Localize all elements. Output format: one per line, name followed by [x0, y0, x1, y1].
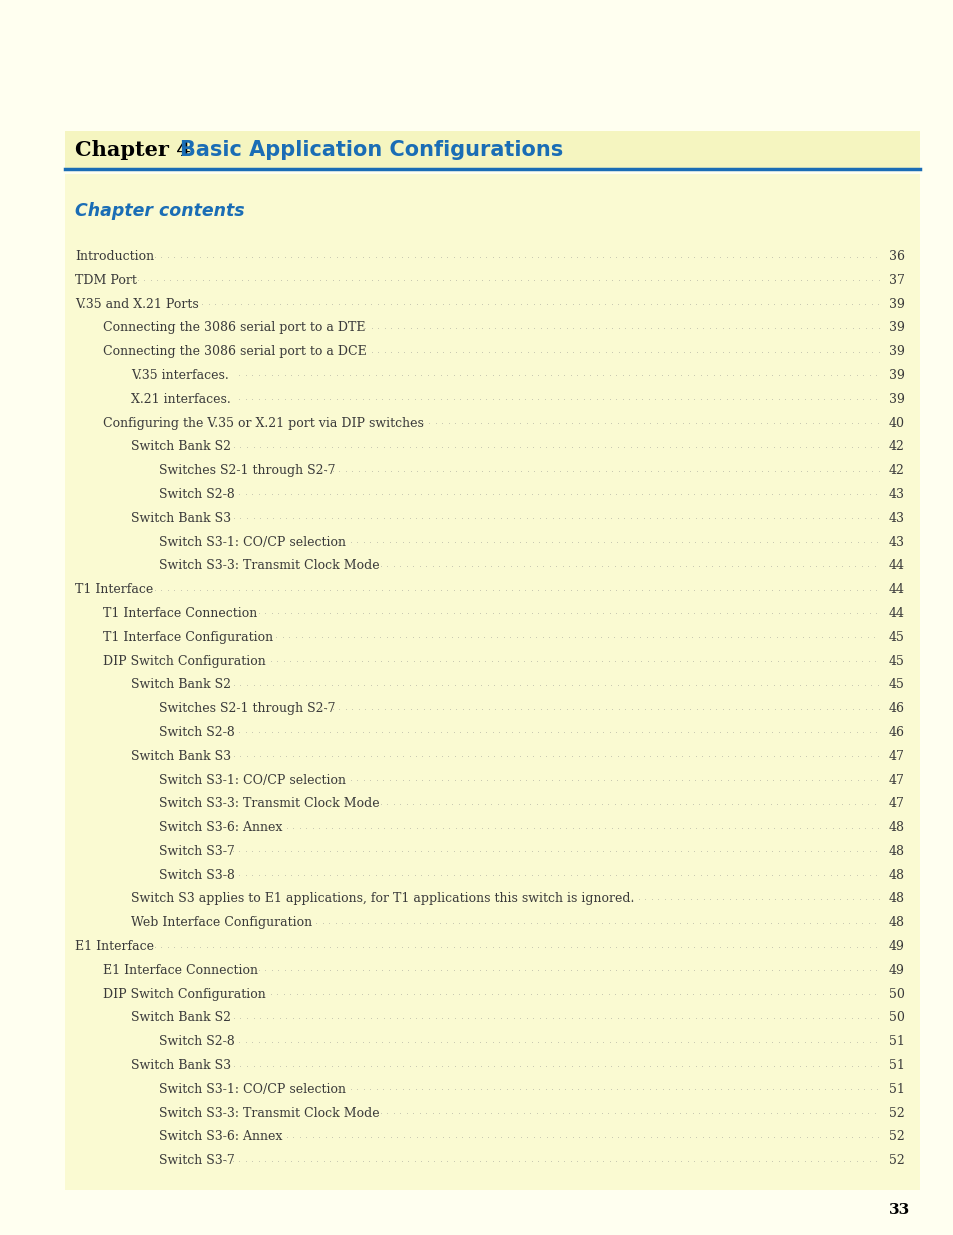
Text: 52: 52	[888, 1155, 904, 1167]
Text: 47: 47	[888, 773, 904, 787]
Text: 49: 49	[888, 963, 904, 977]
Text: 51: 51	[888, 1060, 904, 1072]
Text: TDM Port: TDM Port	[75, 274, 136, 287]
Text: 42: 42	[888, 441, 904, 453]
Bar	[65, 131, 919, 169]
Text: Switch S3-8: Switch S3-8	[159, 868, 234, 882]
Text: Switch S3-3: Transmit Clock Mode: Switch S3-3: Transmit Clock Mode	[159, 1107, 383, 1120]
Text: 43: 43	[888, 511, 904, 525]
Text: 39: 39	[888, 346, 904, 358]
Text: 51: 51	[888, 1035, 904, 1049]
Text: 45: 45	[888, 655, 904, 668]
Text: Switch S3-1: CO/CP selection: Switch S3-1: CO/CP selection	[159, 1083, 350, 1095]
Text: 39: 39	[888, 369, 904, 382]
Text: Switch Bank S3: Switch Bank S3	[131, 1060, 239, 1072]
Text: 48: 48	[888, 821, 904, 834]
Text: 48: 48	[888, 893, 904, 905]
Text: Switch Bank S2: Switch Bank S2	[131, 1011, 239, 1025]
Text: Chapter contents: Chapter contents	[75, 203, 244, 220]
Text: T1 Interface: T1 Interface	[75, 583, 153, 597]
Text: Chapter 4: Chapter 4	[75, 140, 191, 161]
Text: T1 Interface Configuration: T1 Interface Configuration	[103, 631, 281, 643]
Text: Switch Bank S3: Switch Bank S3	[131, 511, 239, 525]
Text: 37: 37	[888, 274, 904, 287]
Text: Connecting the 3086 serial port to a DTE: Connecting the 3086 serial port to a DTE	[103, 321, 369, 335]
Text: E1 Interface Connection: E1 Interface Connection	[103, 963, 266, 977]
Text: 36: 36	[888, 249, 904, 263]
Text: Configuring the V.35 or X.21 port via DIP switches: Configuring the V.35 or X.21 port via DI…	[103, 416, 432, 430]
Text: V.35 and X.21 Ports: V.35 and X.21 Ports	[75, 298, 198, 311]
Text: 43: 43	[888, 536, 904, 548]
Text: 44: 44	[888, 583, 904, 597]
Text: V.35 interfaces.: V.35 interfaces.	[131, 369, 236, 382]
Text: DIP Switch Configuration: DIP Switch Configuration	[103, 988, 274, 1000]
Text: 39: 39	[888, 298, 904, 311]
Text: Switch S3-7: Switch S3-7	[159, 1155, 234, 1167]
Text: 39: 39	[888, 393, 904, 406]
Text: Switch S3-3: Transmit Clock Mode: Switch S3-3: Transmit Clock Mode	[159, 798, 383, 810]
Text: 45: 45	[888, 678, 904, 692]
Text: Switch Bank S2: Switch Bank S2	[131, 678, 239, 692]
Text: Switch S3-1: CO/CP selection: Switch S3-1: CO/CP selection	[159, 773, 350, 787]
Text: Switch S3-6: Annex: Switch S3-6: Annex	[159, 1130, 282, 1144]
Text: Web Interface Configuration: Web Interface Configuration	[131, 916, 320, 929]
Text: 50: 50	[888, 1011, 904, 1025]
Text: Switch S3-6: Annex: Switch S3-6: Annex	[159, 821, 282, 834]
Text: 44: 44	[888, 559, 904, 572]
Text: Connecting the 3086 serial port to a DCE: Connecting the 3086 serial port to a DCE	[103, 346, 371, 358]
Text: 46: 46	[888, 703, 904, 715]
Text: T1 Interface Connection: T1 Interface Connection	[103, 606, 265, 620]
Text: 43: 43	[888, 488, 904, 501]
Text: 42: 42	[888, 464, 904, 477]
Text: 52: 52	[888, 1107, 904, 1120]
Text: Switch S3-7: Switch S3-7	[159, 845, 234, 858]
Text: 39: 39	[888, 321, 904, 335]
Text: 47: 47	[888, 750, 904, 763]
Text: 44: 44	[888, 606, 904, 620]
Text: Switches S2-1 through S2-7: Switches S2-1 through S2-7	[159, 703, 339, 715]
Text: Basic Application Configurations: Basic Application Configurations	[180, 140, 562, 161]
Text: 49: 49	[888, 940, 904, 953]
Text: 33: 33	[888, 1203, 909, 1216]
Text: 45: 45	[888, 631, 904, 643]
Text: 48: 48	[888, 845, 904, 858]
Text: 48: 48	[888, 916, 904, 929]
Text: Switch S3-3: Transmit Clock Mode: Switch S3-3: Transmit Clock Mode	[159, 559, 383, 572]
Text: 50: 50	[888, 988, 904, 1000]
Text: Switch S3 applies to E1 applications, for T1 applications this switch is ignored: Switch S3 applies to E1 applications, fo…	[131, 893, 641, 905]
Text: 52: 52	[888, 1130, 904, 1144]
Text: 46: 46	[888, 726, 904, 739]
Text: Switch S2-8: Switch S2-8	[159, 726, 234, 739]
Text: DIP Switch Configuration: DIP Switch Configuration	[103, 655, 274, 668]
Text: Switch Bank S2: Switch Bank S2	[131, 441, 239, 453]
Text: Switches S2-1 through S2-7: Switches S2-1 through S2-7	[159, 464, 339, 477]
Text: 51: 51	[888, 1083, 904, 1095]
Text: Introduction: Introduction	[75, 249, 154, 263]
Text: Switch S2-8: Switch S2-8	[159, 1035, 234, 1049]
Text: 47: 47	[888, 798, 904, 810]
Text: E1 Interface: E1 Interface	[75, 940, 153, 953]
Text: 40: 40	[888, 416, 904, 430]
Text: 48: 48	[888, 868, 904, 882]
Text: Switch Bank S3: Switch Bank S3	[131, 750, 239, 763]
Text: Switch S3-1: CO/CP selection: Switch S3-1: CO/CP selection	[159, 536, 350, 548]
Text: Switch S2-8: Switch S2-8	[159, 488, 234, 501]
Bar	[65, 174, 919, 1191]
Text: X.21 interfaces.: X.21 interfaces.	[131, 393, 238, 406]
